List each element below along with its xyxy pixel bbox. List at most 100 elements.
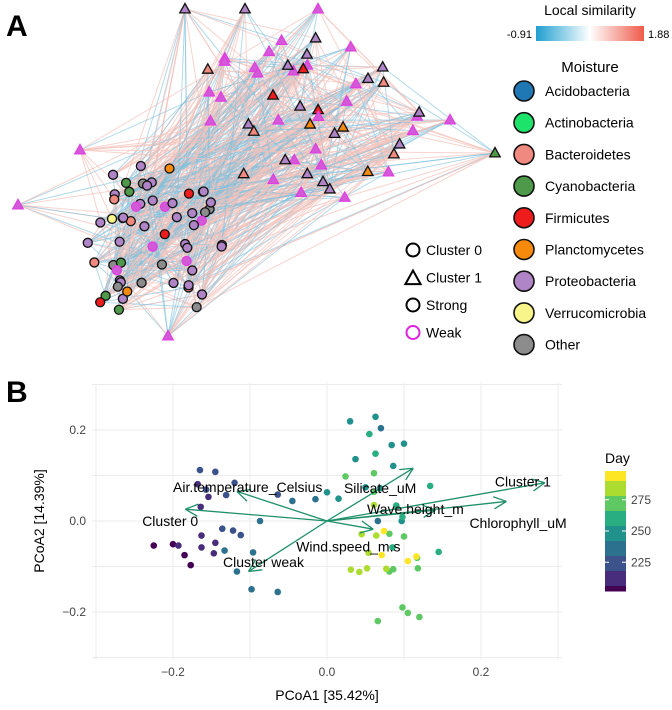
cluster0-node	[109, 194, 120, 205]
cluster1-node	[311, 2, 325, 14]
data-point	[274, 588, 282, 596]
cluster1-node	[275, 33, 288, 46]
cluster1-node	[214, 90, 228, 102]
data-point	[347, 566, 355, 573]
arrow-label: Chlorophyll_uM	[469, 515, 566, 531]
cluster1-node	[344, 40, 358, 52]
network-edge	[146, 8, 319, 186]
network-edge	[146, 185, 169, 337]
cluster1-node	[393, 137, 406, 149]
arrow-label: Cluster 0	[142, 513, 198, 529]
data-point	[218, 525, 226, 533]
shape-legend-label: Cluster 1	[426, 270, 482, 286]
data-point	[231, 479, 238, 487]
network-edge	[173, 153, 395, 284]
data-point	[194, 480, 201, 488]
network-edge	[210, 148, 316, 203]
arrowhead	[361, 520, 374, 530]
colorbar-tick-label: 275	[631, 493, 651, 507]
network-edge	[152, 8, 319, 201]
arrowhead	[236, 490, 248, 502]
network-edge	[167, 179, 274, 337]
data-point	[205, 493, 212, 501]
cluster0-node	[147, 195, 158, 206]
network-edges	[17, 8, 496, 337]
y-tick-label: 0.0	[69, 514, 86, 528]
colorbar-tick-label: 250	[631, 524, 651, 538]
cluster0-node	[196, 289, 208, 300]
data-point	[426, 482, 434, 490]
data-point	[212, 468, 219, 476]
cluster1-node	[303, 117, 317, 129]
legend-swatch-other	[513, 333, 535, 356]
legend-swatch-acidobacteria	[513, 80, 535, 102]
cluster1-node	[73, 143, 87, 155]
arrow-shaft	[326, 482, 546, 522]
data-point	[372, 532, 380, 539]
data-point	[342, 473, 349, 480]
data-point	[256, 517, 264, 525]
x-tick-label: −0.2	[161, 665, 185, 679]
moisture-legend-title: Moisture	[561, 59, 619, 76]
x-tick-label: 0.0	[319, 665, 336, 679]
cluster1-node	[406, 123, 420, 136]
network-edge	[184, 8, 331, 190]
arrowhead	[493, 496, 507, 503]
arrowhead	[359, 528, 374, 534]
network-nodes	[11, 2, 502, 341]
cluster0-node	[183, 280, 194, 291]
day-colorbar: Day 225 250 275	[605, 450, 651, 592]
data-point	[274, 491, 282, 498]
cluster0-node	[82, 237, 93, 248]
data-point	[198, 532, 205, 539]
scatter-points	[150, 413, 442, 625]
cluster1-node	[361, 71, 375, 84]
circle-icon	[405, 325, 421, 340]
cluster1-node	[296, 62, 310, 74]
cluster1-node	[340, 94, 354, 106]
cluster1-node	[412, 105, 426, 117]
network-edge	[253, 119, 451, 132]
network-edge	[79, 149, 188, 249]
cluster1-node	[300, 167, 314, 179]
cluster0-node	[136, 277, 147, 288]
cluster1-node	[237, 167, 251, 179]
network-edge	[184, 72, 259, 245]
data-point	[221, 547, 228, 554]
arrow-label: Cluster weak	[223, 554, 305, 570]
data-point	[399, 604, 406, 611]
axis-ticks: −0.2 0.0 0.2 0.2 0.0 −0.2	[62, 423, 489, 679]
network-edge	[188, 8, 319, 194]
network-edge	[185, 152, 496, 245]
cluster0-node	[181, 255, 192, 267]
network-edge	[186, 123, 249, 262]
data-point	[358, 530, 365, 538]
arrowhead	[236, 488, 251, 493]
network-edge	[119, 173, 245, 281]
arrow-shaft	[185, 508, 328, 522]
arrowhead	[494, 500, 507, 510]
cluster0-node	[120, 177, 132, 189]
data-point	[370, 501, 378, 509]
legend-label: Proteobacteria	[545, 273, 636, 289]
data-point	[198, 544, 205, 551]
data-point	[393, 502, 400, 509]
cluster0-node	[95, 217, 106, 228]
cluster0-node	[182, 242, 193, 253]
data-point	[312, 495, 319, 503]
data-point	[222, 491, 230, 499]
cluster0-node	[118, 212, 129, 223]
colorbar-segment	[605, 546, 626, 552]
network-edge	[176, 119, 451, 218]
data-point	[210, 550, 218, 557]
cluster0-node	[106, 213, 118, 225]
network-edge	[100, 286, 189, 303]
cluster0-node	[199, 207, 211, 218]
cluster1-node	[376, 60, 389, 72]
cluster0-node	[111, 265, 123, 276]
network-edge	[164, 192, 302, 235]
network-edge	[79, 91, 210, 151]
legend-label: Other	[545, 337, 580, 353]
cluster0-node	[196, 215, 207, 226]
